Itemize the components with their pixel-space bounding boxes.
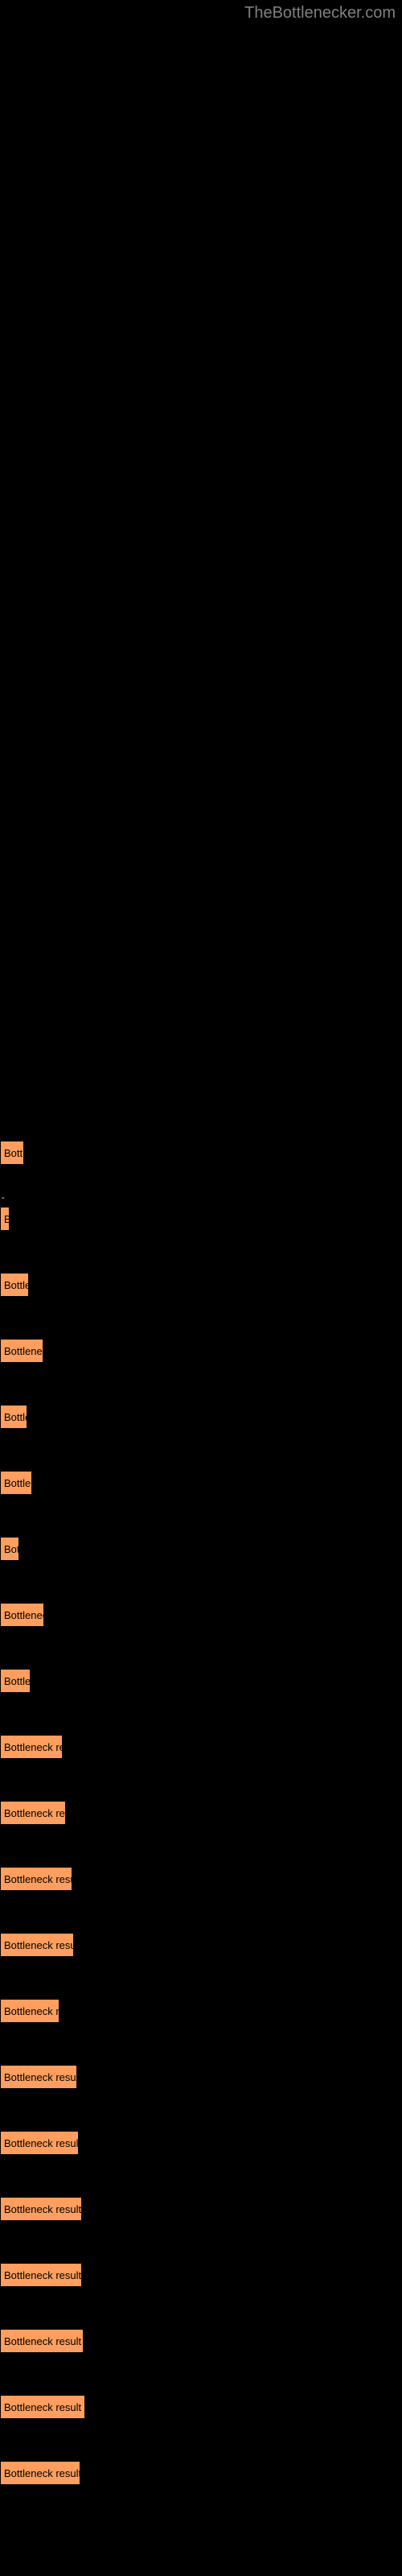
bar: Bottleneck result	[0, 1933, 74, 1957]
bar-group: Bottleneck result	[0, 1919, 402, 1957]
bar: Bottleneck res	[0, 1735, 63, 1759]
bar: B	[0, 1207, 10, 1231]
bar-label	[2, 2381, 402, 2392]
bar-label: -	[2, 1193, 402, 1204]
bar-label	[2, 1523, 402, 1534]
bar: Bottleneck re	[0, 1999, 59, 2023]
bar-group: Bottleneck result	[0, 2183, 402, 2221]
bar: Bottleneck result	[0, 2263, 82, 2287]
bar: Bottler	[0, 1405, 27, 1429]
bar: Bott	[0, 1537, 19, 1561]
bar-label	[2, 2315, 402, 2326]
bar-label	[2, 2183, 402, 2194]
bar-label	[2, 1589, 402, 1600]
bar-group: Bottleneck res	[0, 1721, 402, 1759]
bar-group: Bottleneck result	[0, 2051, 402, 2089]
bar: Bottleneck	[0, 1339, 43, 1363]
bar-group: Bottleneck result	[0, 2117, 402, 2155]
watermark: TheBottlenecker.com	[244, 4, 396, 23]
bar-group: Bottle	[0, 1127, 402, 1165]
bar: Bottlene	[0, 1471, 32, 1495]
bar-group: Bottlene	[0, 1457, 402, 1495]
bar-label	[2, 1919, 402, 1930]
bar-label	[2, 1985, 402, 1996]
bar-label	[2, 2051, 402, 2062]
bar: Bottle	[0, 1141, 24, 1165]
bar-group: Bottleneck result	[0, 2249, 402, 2287]
bar: Bottleneck result	[0, 2329, 84, 2353]
bar-label	[2, 1655, 402, 1666]
bar-group: Bottleneck resu	[0, 1787, 402, 1825]
bar-group: Bottleneck re	[0, 1985, 402, 2023]
bar-group: Bottler	[0, 1391, 402, 1429]
bar-group: Bottler	[0, 1259, 402, 1297]
bar: Bottleneck result	[0, 2131, 79, 2155]
bar-label	[2, 1457, 402, 1468]
bar-group: Bottlen	[0, 1655, 402, 1693]
bar-group: Bottleneck result	[0, 1853, 402, 1891]
bar-label	[2, 1787, 402, 1798]
bar-label	[2, 1127, 402, 1138]
bar: Bottleneck result	[0, 2065, 77, 2089]
bar-label	[2, 2117, 402, 2128]
bar: Bottleneck result	[0, 2461, 80, 2485]
bar: Bottleneck result	[0, 2197, 82, 2221]
bar-group: Bottleneck result	[0, 2315, 402, 2353]
bar-label	[2, 1259, 402, 1270]
bar-label	[2, 1853, 402, 1864]
bar-group: Bott	[0, 1523, 402, 1561]
bar-label	[2, 1325, 402, 1336]
bar: Bottleneck result	[0, 2395, 85, 2419]
bar-group: -B	[0, 1193, 402, 1231]
bar-group: Bottleneck result	[0, 2447, 402, 2485]
bar-group: Bottleneck result	[0, 2381, 402, 2419]
bar: Bottleneck	[0, 1603, 44, 1627]
bar: Bottleneck result	[0, 1867, 72, 1891]
bar-label	[2, 2249, 402, 2260]
chart-container: Bottle-BBottlerBottleneckBottlerBottlene…	[0, 0, 402, 2537]
bar-group: Bottleneck	[0, 1589, 402, 1627]
bar-label	[2, 2447, 402, 2458]
bar-group: Bottleneck	[0, 1325, 402, 1363]
bar-label	[2, 1391, 402, 1402]
bar-label	[2, 1721, 402, 1732]
bar: Bottleneck resu	[0, 1801, 66, 1825]
bar: Bottler	[0, 1273, 29, 1297]
bar: Bottlen	[0, 1669, 31, 1693]
